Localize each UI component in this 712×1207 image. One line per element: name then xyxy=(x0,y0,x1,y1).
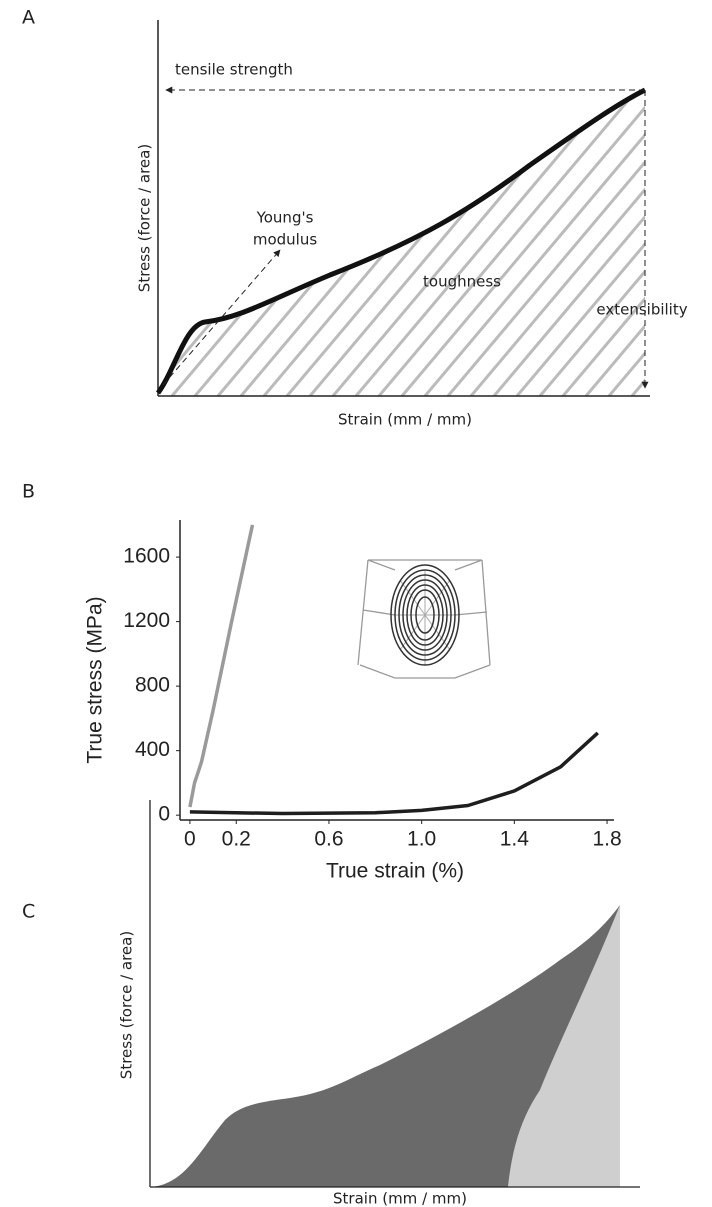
annotation: modulus xyxy=(253,231,317,249)
hatch-line xyxy=(607,90,645,396)
hatching xyxy=(158,40,712,396)
web-inset xyxy=(357,559,491,679)
hatch-line xyxy=(701,40,712,396)
hatch-line xyxy=(331,90,635,396)
hatch-line xyxy=(492,90,645,396)
hatch-line xyxy=(400,90,645,396)
y-tick-label: 800 xyxy=(135,674,170,697)
panel-label: B xyxy=(22,481,35,503)
web-frame xyxy=(357,559,491,679)
x-tick-label: 1.8 xyxy=(592,828,621,851)
x-tick-label: 0 xyxy=(184,828,196,851)
y-tick-label: 1200 xyxy=(123,609,170,632)
web-spiral xyxy=(390,564,460,666)
web-spiral xyxy=(410,589,440,641)
web-spiral xyxy=(402,579,448,651)
annotation: toughness xyxy=(423,273,501,291)
web-spiral xyxy=(415,596,435,634)
y-tick-label: 0 xyxy=(158,803,170,826)
x-axis-label: True strain (%) xyxy=(326,860,464,883)
hatch-line xyxy=(538,90,645,396)
hatch-line xyxy=(158,90,382,396)
stress-strain-curve xyxy=(155,87,647,395)
y-tick-label: 400 xyxy=(135,738,170,761)
hatch-line xyxy=(308,90,612,396)
x-tick-label: 1.0 xyxy=(407,828,436,851)
web-spiral xyxy=(406,584,444,646)
y-axis-label: Stress (force / area) xyxy=(136,144,154,292)
series-line xyxy=(188,524,255,808)
web-spiral xyxy=(398,574,452,656)
region-dark xyxy=(150,905,620,1187)
hatch-line xyxy=(655,40,712,396)
hatch-line xyxy=(423,90,645,396)
x-axis-label: Strain (mm / mm) xyxy=(333,1190,467,1207)
panel-label: C xyxy=(22,901,35,923)
hatch-line xyxy=(515,90,645,396)
hatch-line xyxy=(285,90,589,396)
y-axis-label: Stress (force / area) xyxy=(118,931,136,1079)
region-light xyxy=(508,905,620,1187)
x-tick-label: 1.4 xyxy=(500,828,530,851)
x-axis-label: Strain (mm / mm) xyxy=(338,411,472,429)
x-tick-label: 0.6 xyxy=(314,828,343,851)
hatch-line xyxy=(561,90,645,396)
hatch-line xyxy=(354,90,645,396)
hatch-line xyxy=(469,90,645,396)
hatch-line xyxy=(446,90,645,396)
annotation: Young's xyxy=(256,209,314,227)
y-tick-label: 1600 xyxy=(123,545,170,568)
hatch-line xyxy=(170,90,474,396)
hatch-line xyxy=(584,90,645,396)
plot-area: 0 400 800 1200 1600 0 0.2 0.6 1.0 1.4 1.8 xyxy=(123,520,622,851)
series-line xyxy=(189,731,599,816)
x-tick-label: 0.2 xyxy=(222,828,251,851)
annotation: tensile strength xyxy=(175,61,293,79)
web-spiral xyxy=(394,569,456,661)
y-axis-label: True stress (MPa) xyxy=(84,596,107,763)
web-spokes xyxy=(395,570,455,665)
hatch-line xyxy=(678,40,712,396)
panel-label: A xyxy=(22,7,35,29)
annotation: extensibility xyxy=(596,301,687,319)
